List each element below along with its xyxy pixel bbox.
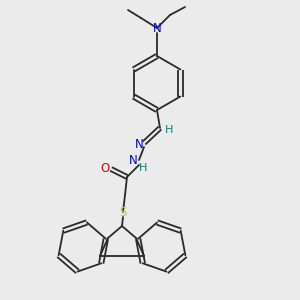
Text: N: N	[153, 22, 161, 34]
Text: H: H	[165, 125, 173, 135]
Text: N: N	[129, 154, 137, 166]
Text: H: H	[139, 163, 147, 173]
Text: S: S	[119, 206, 127, 218]
Text: N: N	[135, 139, 143, 152]
Text: O: O	[100, 163, 109, 176]
